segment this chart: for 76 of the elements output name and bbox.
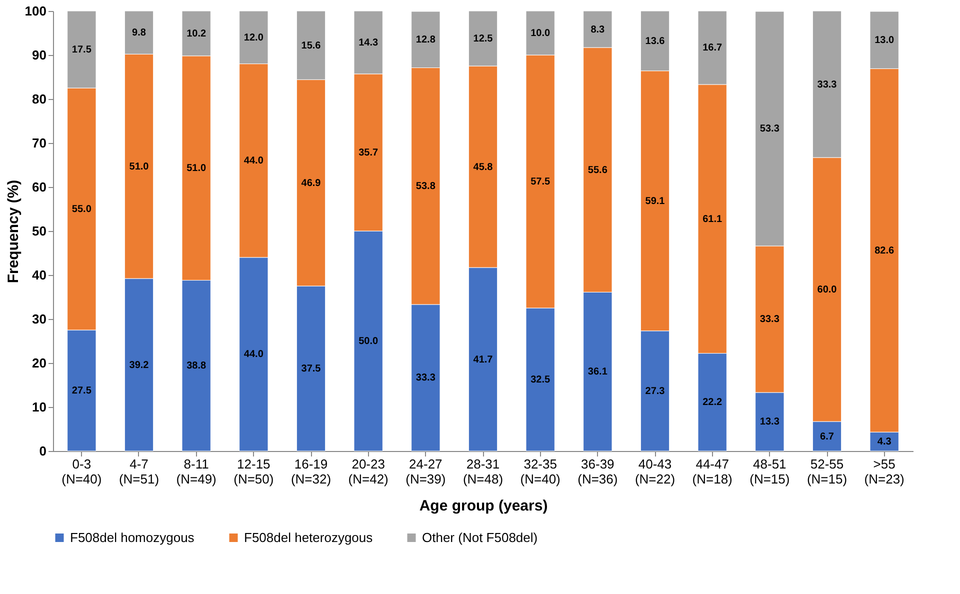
y-tick-label: 40 [32, 268, 46, 282]
y-tick-label: 30 [32, 312, 46, 326]
legend-label: F508del heterozygous [244, 530, 374, 545]
x-tick-label: 28-31 (N=48) [462, 456, 504, 486]
data-label: 57.5 [530, 176, 550, 188]
x-tick-label: 12-15 (N=50) [234, 456, 274, 486]
x-tick-label: 44-47 (N=18) [692, 456, 732, 486]
x-tick-label: 0-3 (N=40) [62, 456, 102, 486]
data-label: 8.3 [590, 24, 606, 36]
data-label: 55.0 [72, 204, 92, 215]
data-label: 50.0 [358, 336, 378, 347]
data-label: 27.3 [645, 386, 666, 397]
data-label: 59.1 [645, 196, 666, 207]
x-tick-label: >55 (N=23) [864, 456, 904, 486]
data-label: 44.0 [244, 156, 264, 167]
data-label: 41.7 [473, 354, 494, 366]
data-label: 55.6 [588, 164, 608, 176]
data-label: 14.3 [358, 37, 378, 48]
data-label: 6.7 [820, 431, 834, 442]
y-tick-label: 70 [32, 136, 46, 150]
data-label: 33.3 [416, 372, 436, 384]
y-tick-label: 20 [32, 356, 46, 370]
data-label: 32.5 [530, 374, 550, 386]
x-axis-title: Age group (years) [419, 498, 548, 514]
data-label: 13.3 [760, 416, 780, 428]
data-label: 10.2 [186, 28, 206, 40]
legend-label: Other (Not F508del) [422, 530, 538, 545]
data-label: 15.6 [301, 40, 322, 52]
x-tick-label: 48-51 (N=15) [750, 456, 790, 486]
data-label: 12.8 [416, 34, 436, 46]
y-tick-label: 0 [39, 444, 46, 458]
data-label: 37.5 [301, 364, 322, 374]
y-tick-label: 90 [32, 48, 46, 62]
data-label: 22.2 [702, 397, 722, 408]
legend-label: F508del homozygous [70, 530, 195, 545]
x-tick-label: 8-11 (N=49) [176, 456, 216, 486]
data-label: 12.0 [244, 32, 264, 44]
x-tick-label: 36-39 (N=36) [578, 456, 618, 486]
y-tick-label: 60 [32, 180, 46, 194]
data-label: 10.0 [530, 28, 550, 39]
data-label: 4.3 [877, 436, 892, 448]
y-axis-title: Frequency (%) [4, 180, 22, 284]
data-label: 27.5 [72, 386, 92, 396]
data-label: 17.5 [72, 44, 92, 56]
data-label: 45.8 [473, 162, 494, 173]
data-label: 46.9 [301, 178, 322, 189]
data-label: 33.3 [817, 79, 838, 90]
data-label: 12.5 [473, 34, 494, 44]
data-label: 38.8 [186, 360, 206, 372]
data-label: 44.0 [244, 349, 264, 360]
x-tick-label: 16-19 (N=32) [290, 456, 332, 486]
data-label: 36.1 [588, 366, 608, 378]
data-label: 53.3 [760, 124, 780, 135]
data-label: 35.7 [358, 147, 378, 158]
data-label: 13.6 [645, 36, 666, 47]
data-label: 33.3 [760, 314, 780, 326]
x-tick-label: 32-35 (N=40) [520, 456, 560, 486]
x-tick-label: 40-43 (N=22) [634, 456, 676, 486]
data-label: 16.7 [702, 42, 722, 54]
y-tick-label: 80 [32, 92, 46, 106]
data-label: 13.0 [874, 35, 894, 46]
data-label: 39.2 [129, 360, 150, 371]
x-tick-label: 52-55 (N=15) [806, 456, 848, 486]
x-tick-label: 24-27 (N=39) [406, 456, 446, 486]
x-tick-label: 20-23 (N=42) [348, 456, 388, 486]
y-tick-label: 50 [32, 224, 46, 238]
data-label: 60.0 [817, 284, 838, 296]
data-label: 53.8 [416, 181, 436, 192]
data-label: 51.0 [186, 163, 206, 174]
data-label: 51.0 [129, 161, 150, 172]
data-label: 82.6 [874, 245, 894, 256]
data-label: 61.1 [702, 214, 722, 225]
x-tick-label: 4-7 (N=51) [118, 456, 160, 486]
data-label: 9.8 [132, 28, 146, 39]
y-tick-label: 100 [24, 4, 46, 18]
y-tick-label: 10 [32, 400, 46, 414]
